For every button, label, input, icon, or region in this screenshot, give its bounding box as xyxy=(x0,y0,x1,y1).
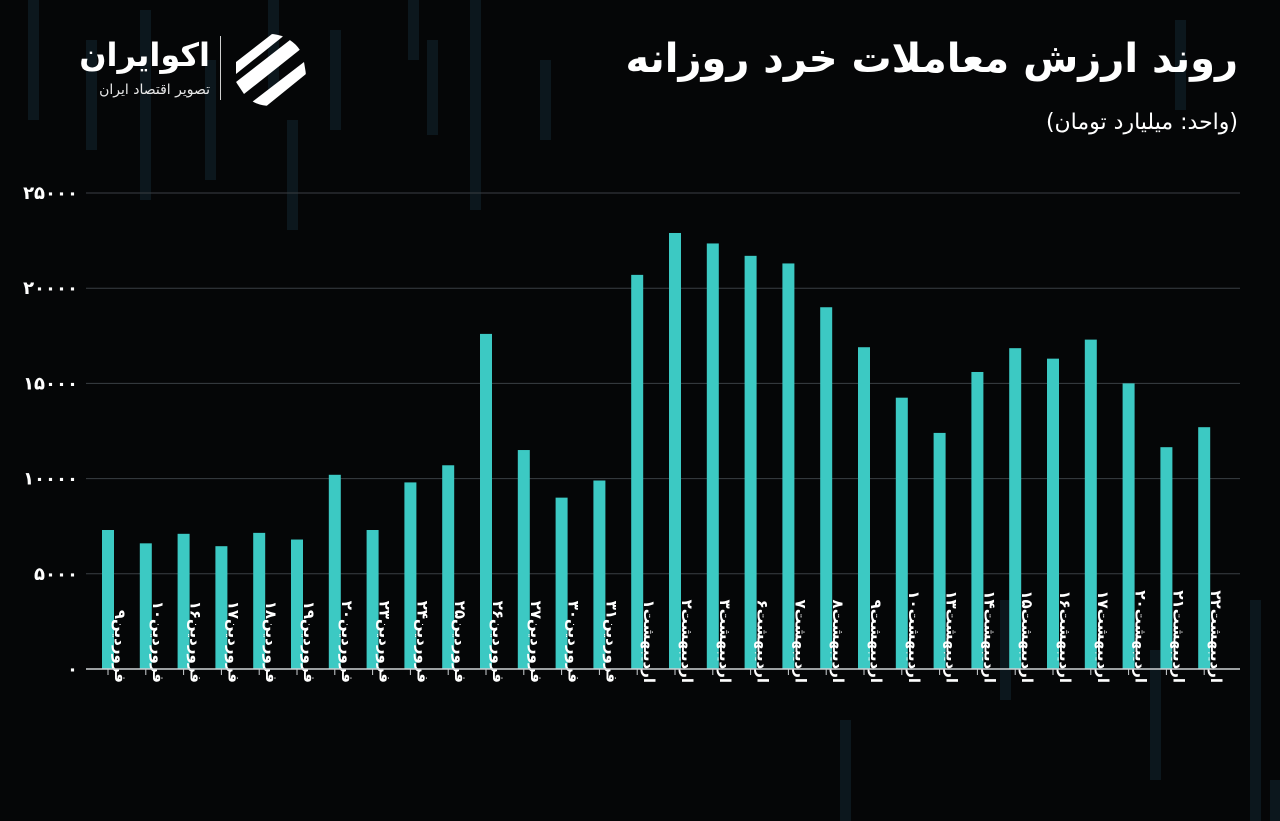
x-tick-label: اردیبهشت۱۴ xyxy=(980,590,998,683)
y-axis-ticks: ۰ ۵۰۰۰ ۱۰۰۰۰ ۱۵۰۰۰ ۲۰۰۰۰ ۲۵۰۰۰ xyxy=(23,183,78,680)
brand-tagline: تصویر اقتصاد ایران xyxy=(99,82,210,98)
bar xyxy=(1122,383,1135,669)
y-tick-label: ۱۵۰۰۰ xyxy=(23,373,78,394)
x-tick-label: فروردین۲۰ xyxy=(338,601,356,683)
x-tick-label: فروردین۱۹ xyxy=(300,601,318,683)
bar xyxy=(215,546,228,669)
bar xyxy=(1009,348,1022,669)
x-tick-label: فروردین۱۷ xyxy=(224,601,242,683)
x-tick-label: اردیبهشت۱۳ xyxy=(943,590,961,683)
bars xyxy=(102,232,1211,675)
y-tick-label: ۲۰۰۰۰ xyxy=(23,278,78,299)
bar xyxy=(177,533,190,669)
bar xyxy=(706,243,719,669)
bar xyxy=(253,532,266,669)
bar xyxy=(517,450,530,669)
x-tick-label: فروردین۱۸ xyxy=(262,601,280,683)
background-candle xyxy=(140,10,151,200)
x-tick-label: اردیبهشت۱۷ xyxy=(1094,590,1112,683)
bar xyxy=(139,543,152,669)
bar xyxy=(1047,358,1059,669)
x-axis-ticks: فروردین۹ فروردین۱۰ فروردین۱۶ فروردین۱۷ فرورد… xyxy=(111,590,1225,683)
background-candle xyxy=(330,30,341,130)
x-tick-label: اردیبهشت۲ xyxy=(678,600,696,683)
bar xyxy=(933,432,946,669)
background-candle xyxy=(287,120,298,230)
unit-label: (واحد: میلیارد تومان) xyxy=(1045,110,1238,135)
bar xyxy=(744,255,757,669)
x-tick-label: اردیبهشت۱۵ xyxy=(1018,590,1036,683)
background-candle xyxy=(1250,600,1261,821)
bar xyxy=(404,482,417,669)
bar xyxy=(480,333,492,669)
x-tick-label: فروردین۹ xyxy=(111,610,129,683)
background-candle xyxy=(408,0,419,60)
background-candle xyxy=(1000,600,1011,700)
background-candle xyxy=(840,720,851,821)
bar xyxy=(669,232,681,669)
y-tick-label: ۵۰۰۰ xyxy=(34,564,78,585)
x-tick-label: اردیبهشت۱۶ xyxy=(1056,590,1074,683)
gridlines xyxy=(86,192,1240,575)
x-tick-label: فروردین۲۳ xyxy=(376,601,394,683)
x-tick-label: اردیبهشت۱۰ xyxy=(905,590,923,683)
background-candle xyxy=(1150,650,1161,780)
chart-title: روند ارزش معاملات خرد روزانه xyxy=(625,36,1238,82)
bar xyxy=(858,347,870,669)
x-tick-label: فروردین۳۰ xyxy=(565,601,583,683)
x-tick-label: فروردین۲۵ xyxy=(451,601,469,683)
x-tick-label: فروردین۱۰ xyxy=(149,601,167,683)
x-tick-label: فروردین۲۶ xyxy=(489,601,507,683)
background-candle xyxy=(540,60,551,140)
background-candle xyxy=(470,0,481,210)
bar xyxy=(1084,339,1097,669)
bar xyxy=(102,530,114,669)
brand-logo: اکوایران تصویر اقتصاد ایران xyxy=(52,30,312,110)
x-tick-label: اردیبهشت۶ xyxy=(754,600,772,683)
bar xyxy=(631,274,644,669)
bar xyxy=(442,465,455,669)
x-tick-label: اردیبهشت۲۰ xyxy=(1132,590,1150,683)
y-tick-label: ۰ xyxy=(67,659,78,680)
x-tick-label: فروردین۳۱ xyxy=(602,601,620,683)
x-tick-label: اردیبهشت۹ xyxy=(867,600,885,683)
bar xyxy=(593,480,606,669)
y-tick-label: ۱۰۰۰۰ xyxy=(23,469,78,490)
x-tick-label: اردیبهشت۲۲ xyxy=(1207,590,1225,683)
ecoiran-stripes-icon xyxy=(236,34,306,106)
background-candle xyxy=(427,40,438,135)
bar xyxy=(1160,447,1173,669)
bar xyxy=(820,307,833,669)
background-candle xyxy=(205,60,216,180)
bar xyxy=(291,539,303,669)
x-tick-label: اردیبهشت۳ xyxy=(716,600,734,683)
brand-name: اکوایران xyxy=(79,36,210,74)
x-tick-label: فروردین۲۴ xyxy=(413,601,431,683)
bar xyxy=(971,371,984,669)
bar xyxy=(1198,427,1211,669)
y-tick-label: ۲۵۰۰۰ xyxy=(23,183,78,204)
brand-divider xyxy=(220,36,221,100)
background-candle xyxy=(28,0,39,120)
background-candle xyxy=(1270,780,1280,821)
bar xyxy=(895,397,908,669)
bar xyxy=(555,497,568,669)
background-candle xyxy=(268,0,279,90)
x-tick-label: اردیبهشت۲۱ xyxy=(1169,590,1187,683)
background-candle xyxy=(1175,20,1186,110)
x-tick-label: اردیبهشت۸ xyxy=(829,600,847,683)
background-candle xyxy=(86,40,97,150)
x-tick-label: اردیبهشت۷ xyxy=(791,600,809,683)
x-tick-label: فروردین۱۶ xyxy=(187,601,205,683)
bar xyxy=(366,530,379,669)
x-tick-label: اردیبهشت۱ xyxy=(640,600,658,683)
bar xyxy=(782,263,795,669)
x-tick-label: فروردین۲۷ xyxy=(527,601,545,683)
bar xyxy=(328,474,341,669)
